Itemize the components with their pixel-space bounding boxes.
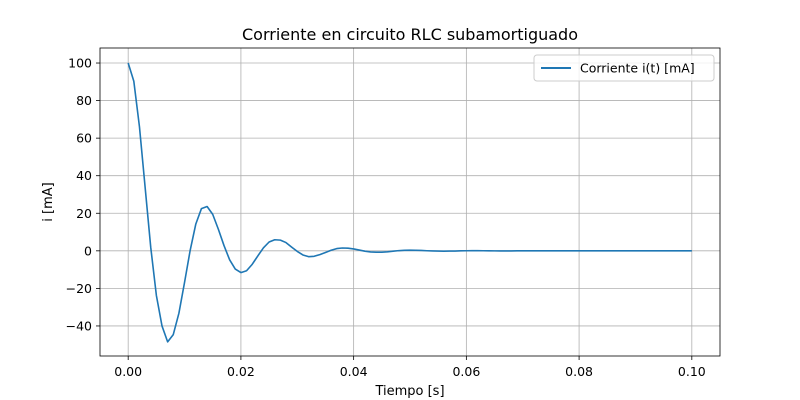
legend: Corriente i(t) [mA] xyxy=(533,54,715,82)
y-tick-label: 20 xyxy=(76,206,92,221)
y-tick-label: 60 xyxy=(76,131,92,146)
x-axis-label: Tiempo [s] xyxy=(374,384,444,399)
y-tick-label: 80 xyxy=(76,93,92,108)
y-tick-label: −40 xyxy=(66,318,92,333)
series-line xyxy=(127,62,692,343)
x-axis-ticks: 0.00 0.02 0.04 0.06 0.08 0.10 xyxy=(114,356,706,379)
grid xyxy=(100,48,720,356)
x-tick-label: 0.10 xyxy=(678,364,706,379)
x-tick-label: 0.06 xyxy=(452,364,480,379)
y-axis-label: i [mA] xyxy=(41,182,56,221)
legend-box xyxy=(533,54,715,82)
x-tick-label: 0.08 xyxy=(565,364,593,379)
x-tick-label: 0.02 xyxy=(227,364,255,379)
y-tick-label: 100 xyxy=(68,56,92,71)
legend-entry: Corriente i(t) [mA] xyxy=(580,61,695,76)
y-tick-label: 40 xyxy=(76,168,92,183)
y-tick-label: 0 xyxy=(84,243,92,258)
plot-frame xyxy=(99,47,721,357)
series-layer xyxy=(127,62,692,343)
x-tick-label: 0.00 xyxy=(114,364,142,379)
chart-title: Corriente en circuito RLC subamortiguado xyxy=(242,25,578,44)
y-tick-label: −20 xyxy=(66,281,92,296)
x-tick-label: 0.04 xyxy=(340,364,368,379)
y-axis-ticks: −40 −20 0 20 40 60 80 100 xyxy=(66,56,100,333)
